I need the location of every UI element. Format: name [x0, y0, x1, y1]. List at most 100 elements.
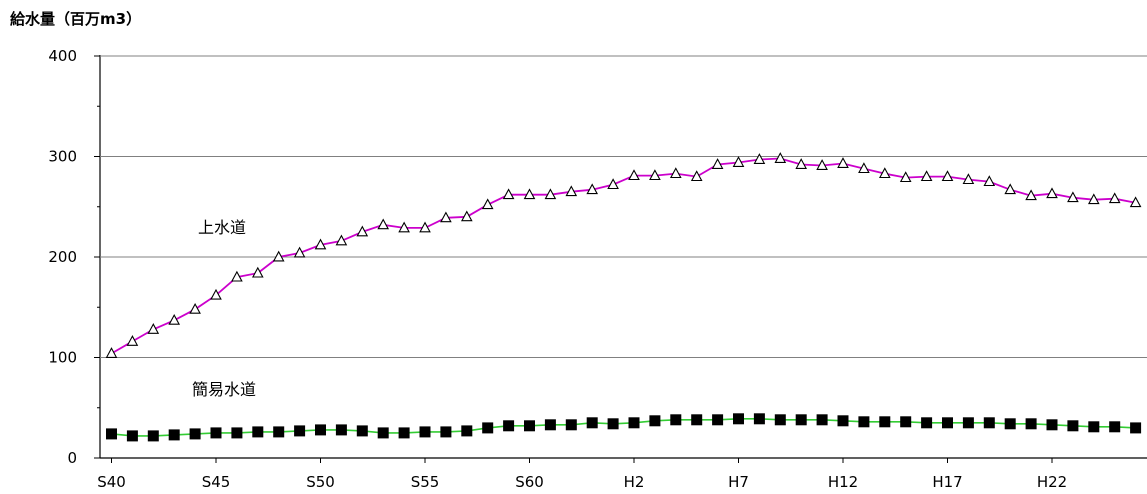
- series-point-upper-40: [941, 170, 954, 182]
- series-point-upper-18: [481, 198, 494, 210]
- series-point-upper-32: [774, 152, 787, 163]
- x-tick-label-h7: H7: [728, 473, 749, 491]
- series-point-simple-14: [398, 427, 410, 439]
- series-point-simple-4: [189, 428, 201, 440]
- series-point-upper-24: [607, 178, 619, 190]
- series-point-simple-10: [315, 424, 326, 436]
- series-point-upper-2: [147, 323, 160, 334]
- series-point-simple-39: [921, 417, 933, 429]
- series-point-upper-41: [962, 173, 975, 185]
- y-tick-label: 200: [48, 248, 77, 266]
- series-point-upper-33: [795, 158, 808, 169]
- series-point-simple-27: [670, 414, 682, 426]
- series-point-upper-14: [398, 221, 410, 233]
- series-point-simple-34: [816, 414, 828, 426]
- series-point-simple-33: [795, 414, 807, 426]
- series-point-simple-40: [942, 417, 953, 429]
- series-point-simple-11: [335, 424, 347, 436]
- series-point-upper-48: [1108, 192, 1121, 204]
- series-point-upper-11: [335, 234, 348, 246]
- series-point-simple-46: [1067, 420, 1079, 432]
- series-layer: [105, 152, 1142, 442]
- series-point-upper-19: [502, 188, 515, 200]
- series-point-simple-5: [210, 427, 222, 439]
- series-point-simple-26: [649, 415, 661, 427]
- series-point-simple-48: [1109, 421, 1121, 433]
- x-tick-label-h2: H2: [624, 473, 645, 491]
- series-point-upper-6: [231, 270, 243, 282]
- series-point-upper-3: [168, 313, 181, 325]
- series-point-upper-31: [753, 153, 766, 164]
- series-point-simple-7: [252, 426, 264, 438]
- series-point-upper-46: [1067, 191, 1079, 203]
- series-point-simple-12: [356, 425, 368, 437]
- series-point-simple-9: [294, 425, 306, 437]
- series-point-upper-35: [837, 157, 849, 168]
- series-point-upper-45: [1046, 187, 1058, 199]
- series-point-upper-13: [377, 218, 390, 230]
- series-point-upper-17: [460, 210, 473, 222]
- series-point-simple-6: [231, 427, 243, 439]
- series-point-simple-45: [1046, 419, 1058, 431]
- series-point-upper-15: [419, 221, 431, 233]
- series-point-simple-32: [774, 414, 786, 426]
- series-point-simple-1: [126, 430, 138, 442]
- x-tick-label-h12: H12: [828, 473, 858, 491]
- x-tick-label-s50: S50: [306, 473, 335, 491]
- series-point-simple-38: [900, 416, 912, 428]
- series-point-upper-21: [544, 188, 557, 200]
- series-point-simple-35: [837, 415, 849, 427]
- series-point-simple-18: [482, 422, 494, 434]
- series-point-upper-4: [189, 302, 201, 314]
- tick-layer: 0 100 200 300 400 S40 S45 S50 S55 S60 H2 H7 H12 H17 H2…: [48, 47, 1067, 491]
- series-point-upper-1: [126, 335, 139, 346]
- series-label-simple: 簡易水道: [192, 380, 256, 399]
- series-point-simple-25: [628, 417, 640, 429]
- x-tick-label-s40: S40: [97, 473, 126, 491]
- y-tick-label: 0: [67, 449, 77, 467]
- series-point-simple-15: [419, 426, 431, 438]
- series-point-simple-3: [168, 429, 180, 441]
- series-point-simple-20: [524, 420, 535, 432]
- series-group-simple: [106, 413, 1142, 442]
- series-point-upper-10: [314, 238, 327, 250]
- series-point-simple-24: [607, 418, 619, 430]
- x-tick-label-s60: S60: [515, 473, 544, 491]
- series-point-upper-44: [1025, 189, 1037, 201]
- series-point-simple-31: [753, 413, 765, 425]
- series-point-simple-36: [858, 416, 870, 428]
- y-tick-label: 100: [48, 349, 77, 367]
- x-tick-label-s45: S45: [202, 473, 231, 491]
- series-point-simple-41: [962, 417, 974, 429]
- series-point-simple-44: [1025, 418, 1037, 430]
- series-point-simple-30: [733, 413, 744, 425]
- series-line-simple: [111, 418, 1136, 437]
- series-point-simple-13: [377, 427, 389, 439]
- series-point-simple-49: [1130, 422, 1142, 434]
- series-point-simple-28: [691, 414, 703, 426]
- series-point-upper-47: [1087, 193, 1100, 205]
- series-point-simple-29: [712, 414, 724, 426]
- series-point-simple-2: [147, 430, 159, 442]
- series-point-simple-23: [586, 417, 598, 429]
- grid-layer: [100, 55, 1147, 358]
- series-point-simple-47: [1088, 421, 1100, 433]
- series-point-simple-8: [273, 426, 285, 438]
- series-point-upper-42: [983, 175, 996, 187]
- series-point-simple-22: [565, 419, 577, 431]
- series-point-simple-42: [983, 417, 995, 429]
- series-point-upper-12: [356, 225, 369, 237]
- series-point-simple-19: [503, 420, 515, 432]
- series-point-upper-20: [523, 188, 536, 200]
- series-point-upper-27: [669, 167, 682, 179]
- series-point-upper-49: [1129, 196, 1142, 208]
- series-point-upper-43: [1004, 183, 1017, 195]
- series-point-simple-21: [544, 419, 556, 431]
- series-point-upper-23: [586, 183, 599, 195]
- series-line-upper: [111, 157, 1136, 355]
- x-tick-label-h17: H17: [932, 473, 962, 491]
- series-point-upper-7: [251, 266, 264, 278]
- series-point-simple-16: [440, 426, 452, 438]
- series-point-upper-39: [920, 170, 933, 182]
- series-point-upper-9: [293, 246, 306, 258]
